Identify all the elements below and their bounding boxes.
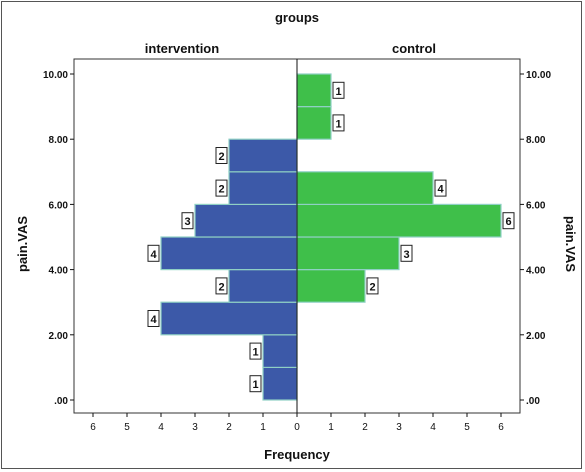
intervention-label-box-1 xyxy=(249,342,262,360)
control-bar-4 xyxy=(296,105,332,140)
intervention-label-box-7 xyxy=(215,147,228,164)
intervention-bar-3 xyxy=(228,269,298,303)
intervention-data-label-2: 4 xyxy=(150,314,157,326)
control-bar-1 xyxy=(296,236,400,271)
x-tick-label-right: 5 xyxy=(464,422,470,433)
intervention-data-label-3: 2 xyxy=(218,281,224,293)
chart-title: groups xyxy=(275,10,319,25)
control-label-box-1 xyxy=(400,244,413,262)
y-tick-label-left: 4.00 xyxy=(49,266,69,277)
intervention-data-label-7: 2 xyxy=(218,151,224,163)
control-bar-3 xyxy=(296,171,434,206)
control-data-label-1: 3 xyxy=(403,249,409,261)
control-data-label-2: 6 xyxy=(505,216,511,228)
intervention-bar-6 xyxy=(228,171,298,206)
intervention-label-box-3 xyxy=(215,277,228,295)
y-tick-label-left: .00 xyxy=(54,396,68,407)
x-tick-label-left: 6 xyxy=(90,422,96,433)
control-label-box-3 xyxy=(434,179,447,197)
y-axis-label-right: pain.VAS xyxy=(563,216,578,272)
y-axis-label-left: pain.VAS xyxy=(15,216,30,272)
intervention-data-label-6: 2 xyxy=(218,184,224,196)
intervention-data-label-5: 3 xyxy=(184,216,190,228)
intervention-label-box-0 xyxy=(249,375,262,393)
intervention-label-box-2 xyxy=(147,310,160,327)
x-axis-label: Frequency xyxy=(264,447,331,462)
x-tick-label-right: 4 xyxy=(430,422,436,433)
y-tick-label-right: 4.00 xyxy=(526,266,546,277)
x-tick-label-left: 0 xyxy=(294,422,300,433)
control-label-box-2 xyxy=(502,212,515,230)
control-data-label-3: 4 xyxy=(437,184,444,196)
intervention-bar-1 xyxy=(262,334,298,368)
x-tick-label-left: 1 xyxy=(260,422,266,433)
y-tick-label-right: 6.00 xyxy=(526,200,546,211)
intervention-label-box-6 xyxy=(215,179,228,197)
y-tick-label-left: 2.00 xyxy=(49,331,69,342)
x-tick-label-left: 3 xyxy=(192,422,198,433)
intervention-data-label-1: 1 xyxy=(252,347,258,359)
intervention-bar-4 xyxy=(160,236,298,271)
control-bar-0 xyxy=(296,269,366,303)
y-tick-label-right: 10.00 xyxy=(526,70,551,81)
intervention-bar-7 xyxy=(228,138,298,173)
control-data-label-5: 1 xyxy=(335,86,341,98)
x-tick-label-right: 2 xyxy=(362,422,368,433)
control-bar-5 xyxy=(296,73,332,108)
x-tick-label-left: 2 xyxy=(226,422,232,433)
panel-label-intervention: intervention xyxy=(145,41,219,56)
control-bar-2 xyxy=(296,203,502,238)
control-data-label-0: 2 xyxy=(369,281,375,293)
control-label-box-0 xyxy=(366,277,379,295)
control-label-box-4 xyxy=(332,114,345,132)
y-tick-label-right: 2.00 xyxy=(526,331,546,342)
y-tick-label-right: 8.00 xyxy=(526,135,546,146)
y-tick-label-left: 10.00 xyxy=(43,70,68,81)
control-label-box-5 xyxy=(332,81,345,99)
y-tick-label-right: .00 xyxy=(526,396,540,407)
x-tick-label-right: 3 xyxy=(396,422,402,433)
intervention-bar-0 xyxy=(262,366,298,401)
intervention-label-box-5 xyxy=(181,212,194,230)
control-data-label-4: 1 xyxy=(335,118,341,130)
intervention-data-label-4: 4 xyxy=(150,249,157,261)
panel-label-control: control xyxy=(392,41,436,56)
y-tick-label-left: 6.00 xyxy=(49,200,69,211)
plot-area: 1 1 4 2 4 3 2 2 2 3 6 4 1 1 .00 .00 2.00 2.00 4.00 4.00 6.00… xyxy=(43,58,551,433)
intervention-bar-5 xyxy=(194,203,298,238)
y-tick-label-left: 8.00 xyxy=(49,135,69,146)
x-tick-label-left: 5 xyxy=(124,422,130,433)
intervention-bar-2 xyxy=(160,301,298,336)
x-tick-label-right: 1 xyxy=(328,422,334,433)
x-tick-label-left: 4 xyxy=(158,422,164,433)
intervention-label-box-4 xyxy=(147,244,160,262)
x-tick-label-right: 6 xyxy=(498,422,504,433)
intervention-data-label-0: 1 xyxy=(252,379,258,391)
